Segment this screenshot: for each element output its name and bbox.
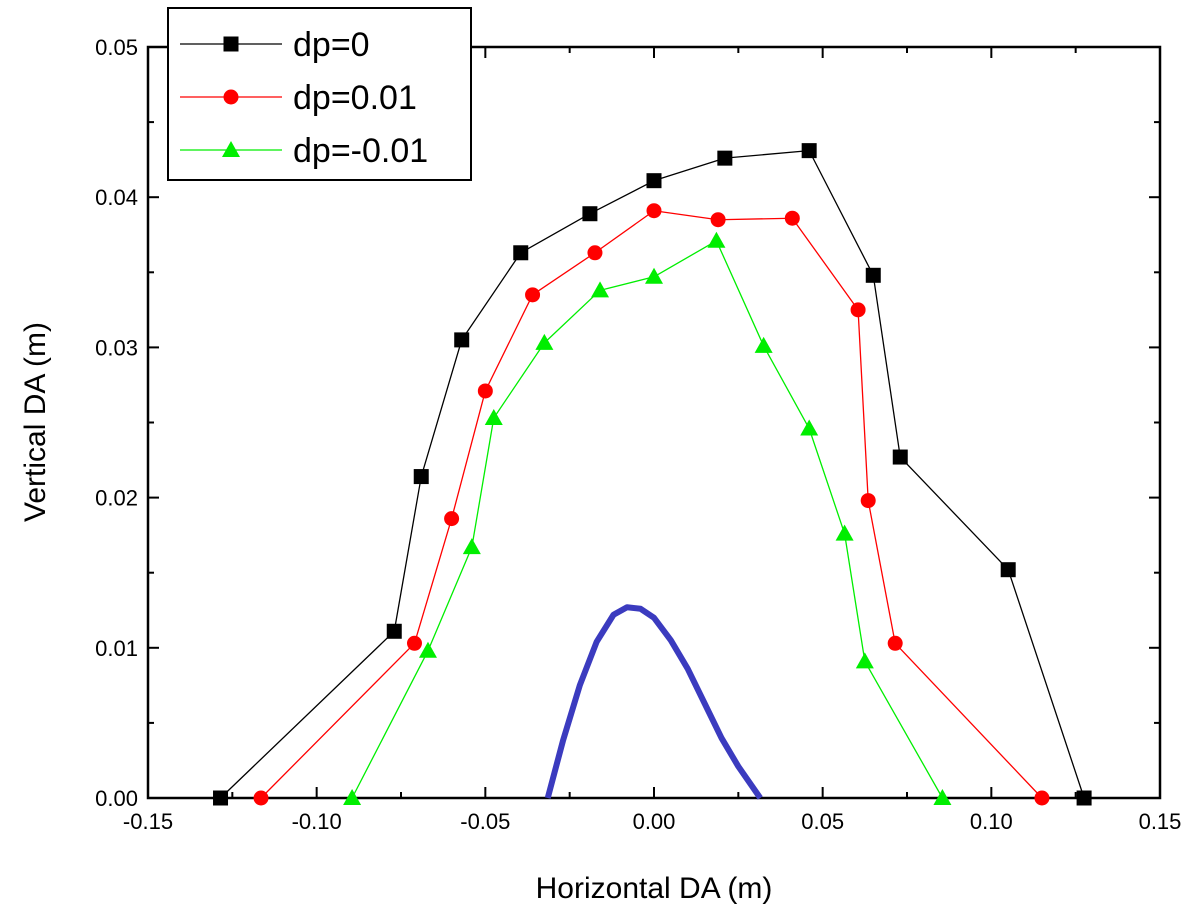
data-point	[801, 143, 817, 159]
x-tick-label: -0.10	[292, 809, 342, 834]
legend-item: dp=-0.01	[180, 132, 428, 170]
legend-marker	[223, 89, 239, 105]
y-tick-label: 0.04	[95, 185, 138, 210]
y-tick-label: 0.01	[95, 636, 138, 661]
y-axis-ticks: 0.00 0.01 0.02 0.03 0.04 0.05	[95, 35, 1160, 811]
data-point	[646, 203, 662, 219]
data-point	[865, 267, 881, 283]
legend-marker	[223, 36, 239, 52]
data-point	[525, 287, 541, 303]
data-point	[454, 332, 470, 348]
data-point	[835, 524, 854, 541]
data-point	[646, 173, 662, 189]
data-point	[1034, 790, 1050, 806]
data-point	[413, 469, 429, 485]
y-tick-label: 0.03	[95, 335, 138, 360]
series-layer	[213, 143, 1092, 806]
plot-area: -0.15 -0.10 -0.05 0.00 0.05 0.10 0.15 0.00 0.01…	[95, 35, 1181, 834]
y-tick-label: 0.02	[95, 486, 138, 511]
legend-item: dp=0.01	[180, 79, 417, 117]
series-0	[213, 143, 1092, 806]
legend-item: dp=0	[180, 26, 370, 64]
series-line	[219, 149, 1085, 799]
data-point	[800, 419, 819, 436]
data-point	[418, 641, 437, 658]
data-point	[784, 210, 800, 226]
x-tick-label: -0.15	[123, 809, 173, 834]
data-point	[860, 493, 876, 509]
data-point	[587, 245, 603, 261]
data-point	[406, 635, 422, 651]
legend-label: dp=-0.01	[293, 132, 428, 170]
data-point	[717, 150, 733, 166]
legend-label: dp=0.01	[293, 79, 417, 117]
x-tick-label: -0.05	[460, 809, 510, 834]
series-1	[253, 203, 1050, 806]
data-point	[892, 449, 908, 465]
series-3	[544, 604, 763, 800]
x-tick-label: 0.05	[801, 809, 844, 834]
data-point	[754, 336, 773, 353]
data-point	[855, 652, 874, 669]
data-point	[645, 267, 663, 284]
data-point	[343, 789, 362, 805]
x-axis-ticks: -0.15 -0.10 -0.05 0.00 0.05 0.10 0.15	[123, 47, 1181, 834]
series-line	[351, 240, 944, 799]
y-tick-label: 0.05	[95, 35, 138, 60]
y-axis-title: Vertical DA (m)	[19, 322, 52, 522]
data-point	[933, 789, 952, 805]
legend: dp=0 dp=0.01 dp=-0.01	[167, 7, 472, 181]
data-point	[591, 281, 610, 298]
data-point	[462, 538, 481, 555]
data-point	[707, 231, 726, 248]
data-point	[710, 212, 726, 228]
x-tick-label: 0.10	[970, 809, 1013, 834]
data-point	[213, 790, 229, 806]
series-2	[343, 231, 952, 805]
y-tick-label: 0.00	[95, 786, 138, 811]
legend-marker	[222, 141, 240, 157]
data-point	[477, 383, 493, 399]
x-tick-label: 0.00	[633, 809, 676, 834]
data-point	[513, 245, 529, 261]
curve-line	[544, 604, 763, 800]
x-tick-label: 0.15	[1139, 809, 1182, 834]
legend-label: dp=0	[293, 26, 370, 64]
legend-items: dp=0 dp=0.01 dp=-0.01	[180, 26, 428, 170]
data-point	[444, 511, 460, 527]
x-axis-title: Horizontal DA (m)	[536, 872, 773, 905]
data-point	[887, 635, 903, 651]
data-point	[850, 302, 866, 318]
data-point	[253, 790, 269, 806]
data-point	[386, 623, 402, 639]
data-point	[1000, 562, 1016, 578]
data-point	[1076, 790, 1092, 806]
data-point	[582, 206, 598, 222]
data-point	[484, 408, 503, 425]
legend-box	[167, 7, 472, 181]
series-line	[260, 210, 1043, 799]
data-point	[535, 333, 554, 350]
